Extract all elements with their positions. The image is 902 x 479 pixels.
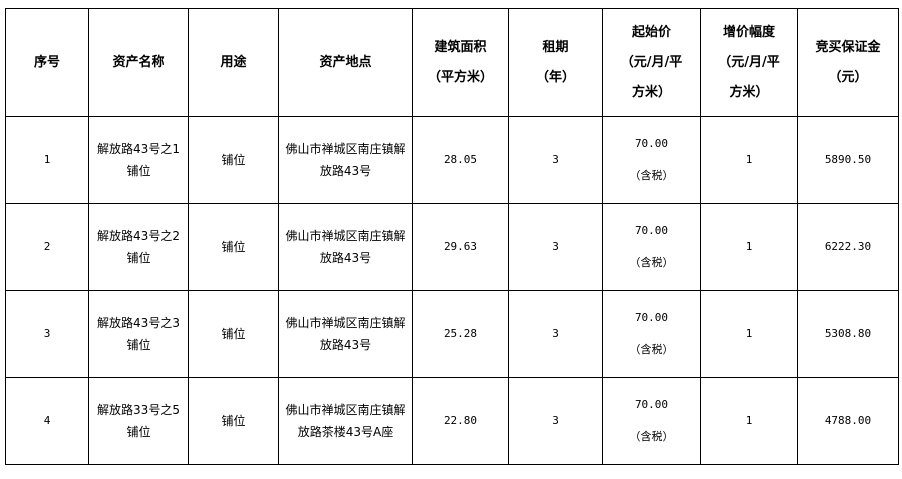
tax-note: （含税） xyxy=(629,256,674,269)
cell-no: 1 xyxy=(5,116,89,204)
header-name: 资产名称 xyxy=(88,8,189,117)
cell-deposit: 6222.30 xyxy=(797,203,899,291)
cell-increment: 1 xyxy=(700,290,798,378)
cell-term: 3 xyxy=(508,203,603,291)
price-value: 70.00 xyxy=(634,398,669,411)
asset-lease-table: 序号 资产名称 用途 资产地点 建筑面积 （平方米） 租期 （年） 起始价 （元/月/平 方米） 增价… xyxy=(5,8,899,465)
cell-area: 22.80 xyxy=(412,377,509,465)
header-location: 资产地点 xyxy=(278,8,413,117)
tax-note: （含税） xyxy=(629,169,674,182)
header-price: 起始价 （元/月/平 方米） xyxy=(602,8,701,117)
cell-price: 70.00 （含税） xyxy=(602,203,701,291)
header-no: 序号 xyxy=(5,8,89,117)
cell-location: 佛山市禅城区南庄镇解放路43号 xyxy=(278,290,413,378)
cell-price: 70.00 （含税） xyxy=(602,377,701,465)
cell-name: 解放路43号之1铺位 xyxy=(88,116,189,204)
cell-term: 3 xyxy=(508,290,603,378)
tax-note: （含税） xyxy=(629,430,674,443)
cell-use: 铺位 xyxy=(188,116,279,204)
cell-increment: 1 xyxy=(700,377,798,465)
cell-no: 2 xyxy=(5,203,89,291)
table-row: 4 解放路33号之5铺位 铺位 佛山市禅城区南庄镇解放路茶楼43号A座 22.80 3 70… xyxy=(5,377,899,465)
price-value: 70.00 xyxy=(634,311,669,324)
cell-location: 佛山市禅城区南庄镇解放路茶楼43号A座 xyxy=(278,377,413,465)
cell-price: 70.00 （含税） xyxy=(602,116,701,204)
cell-no: 3 xyxy=(5,290,89,378)
cell-area: 28.05 xyxy=(412,116,509,204)
cell-area: 29.63 xyxy=(412,203,509,291)
cell-use: 铺位 xyxy=(188,290,279,378)
table-row: 1 解放路43号之1铺位 铺位 佛山市禅城区南庄镇解放路43号 28.05 3 70.00 （… xyxy=(5,116,899,204)
cell-increment: 1 xyxy=(700,116,798,204)
tax-note: （含税） xyxy=(629,343,674,356)
header-area: 建筑面积 （平方米） xyxy=(412,8,509,117)
cell-area: 25.28 xyxy=(412,290,509,378)
cell-name: 解放路43号之3铺位 xyxy=(88,290,189,378)
cell-term: 3 xyxy=(508,377,603,465)
cell-price: 70.00 （含税） xyxy=(602,290,701,378)
cell-no: 4 xyxy=(5,377,89,465)
cell-deposit: 5890.50 xyxy=(797,116,899,204)
header-row: 序号 资产名称 用途 资产地点 建筑面积 （平方米） 租期 （年） 起始价 （元/月/平 方米） 增价… xyxy=(5,8,899,117)
header-use: 用途 xyxy=(188,8,279,117)
cell-name: 解放路43号之2铺位 xyxy=(88,203,189,291)
table-row: 3 解放路43号之3铺位 铺位 佛山市禅城区南庄镇解放路43号 25.28 3 70.00 （… xyxy=(5,290,899,378)
cell-location: 佛山市禅城区南庄镇解放路43号 xyxy=(278,116,413,204)
table-row: 2 解放路43号之2铺位 铺位 佛山市禅城区南庄镇解放路43号 29.63 3 70.00 （… xyxy=(5,203,899,291)
header-increment: 增价幅度 （元/月/平 方米） xyxy=(700,8,798,117)
cell-term: 3 xyxy=(508,116,603,204)
cell-deposit: 5308.80 xyxy=(797,290,899,378)
header-deposit: 竞买保证金 （元） xyxy=(797,8,899,117)
cell-name: 解放路33号之5铺位 xyxy=(88,377,189,465)
cell-increment: 1 xyxy=(700,203,798,291)
price-value: 70.00 xyxy=(634,224,669,237)
header-term: 租期 （年） xyxy=(508,8,603,117)
cell-deposit: 4788.00 xyxy=(797,377,899,465)
cell-use: 铺位 xyxy=(188,203,279,291)
cell-use: 铺位 xyxy=(188,377,279,465)
price-value: 70.00 xyxy=(634,137,669,150)
cell-location: 佛山市禅城区南庄镇解放路43号 xyxy=(278,203,413,291)
